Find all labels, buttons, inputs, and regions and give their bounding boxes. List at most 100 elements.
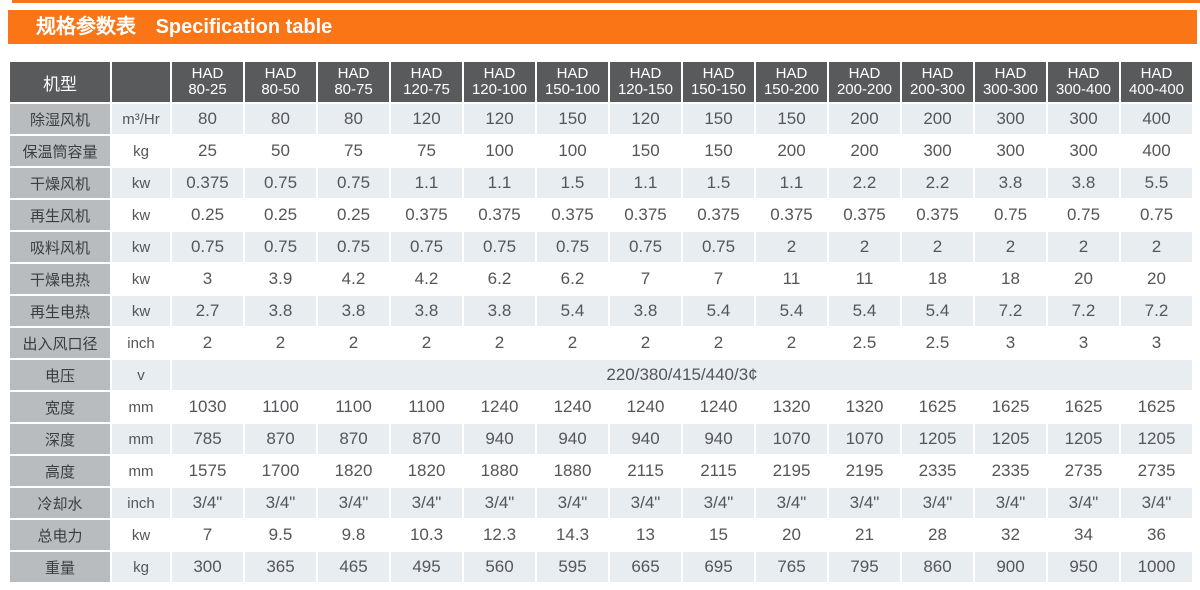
spec-cell: 150: [537, 104, 608, 134]
model-header-200-200: HAD 200-200: [829, 62, 900, 102]
spec-cell: 3/4": [318, 488, 389, 518]
spec-cell: 1625: [975, 392, 1046, 422]
row-label: 电压: [10, 360, 110, 390]
model-header-80-75: HAD 80-75: [318, 62, 389, 102]
table-row: 吸料风机 kw 0.75 0.75 0.75 0.75 0.75 0.75 0.75 0.75 2 2…: [10, 232, 1192, 262]
spec-cell: 1625: [1048, 392, 1119, 422]
spec-cell: 28: [902, 520, 973, 550]
spec-cell: 32: [975, 520, 1046, 550]
row-label: 吸料风机: [10, 232, 110, 262]
spec-cell: 0.75: [610, 232, 681, 262]
spec-cell: 1320: [756, 392, 827, 422]
spec-cell: 3: [1048, 328, 1119, 358]
row-label: 再生风机: [10, 200, 110, 230]
spec-cell: 0.375: [756, 200, 827, 230]
spec-cell: 3/4": [537, 488, 608, 518]
spec-cell: 2.5: [829, 328, 900, 358]
spec-cell: 4.2: [318, 264, 389, 294]
spec-cell: 0.25: [172, 200, 243, 230]
row-unit: mm: [112, 424, 170, 454]
model-size: 300-300: [982, 81, 1039, 98]
spec-cell: 400: [1121, 104, 1192, 134]
spec-cell: 7: [683, 264, 754, 294]
banner: 规格参数表 Specification table: [8, 10, 1197, 44]
model-brand: HAD: [191, 65, 224, 82]
spec-cell: 1880: [537, 456, 608, 486]
spec-cell: 3.8: [610, 296, 681, 326]
spec-cell: 0.75: [537, 232, 608, 262]
model-brand: HAD: [629, 65, 662, 82]
spec-cell: 300: [975, 136, 1046, 166]
spec-cell: 0.25: [245, 200, 316, 230]
spec-cell: 0.375: [902, 200, 973, 230]
spec-cell: 0.375: [537, 200, 608, 230]
spec-cell: 3.8: [318, 296, 389, 326]
spec-cell: 300: [902, 136, 973, 166]
table-row: 重量 kg 300 365 465 495 560 595 665 695 765 795 860 900…: [10, 552, 1192, 582]
row-unit: inch: [112, 488, 170, 518]
spec-cell: 100: [464, 136, 535, 166]
table-row: 干燥电热 kw 3 3.9 4.2 4.2 6.2 6.2 7 7 11 11 18 18 20 20: [10, 264, 1192, 294]
table-row: 高度 mm 1575 1700 1820 1820 1880 1880 2115 2115 2195…: [10, 456, 1192, 486]
model-brand: HAD: [775, 65, 808, 82]
spec-cell: 2: [318, 328, 389, 358]
spec-cell: 0.75: [975, 200, 1046, 230]
spec-cell: 1070: [756, 424, 827, 454]
table-row: 电压 v 220/380/415/440/3¢: [10, 360, 1192, 390]
spec-cell: 3/4": [683, 488, 754, 518]
model-size: 150-150: [690, 81, 747, 98]
table-row: 干燥风机 kw 0.375 0.75 0.75 1.1 1.1 1.5 1.1 1.5 1.1 2.2…: [10, 168, 1192, 198]
spec-cell: 18: [902, 264, 973, 294]
spec-cell: 36: [1121, 520, 1192, 550]
row-unit: m³/Hr: [112, 104, 170, 134]
spec-cell: 0.75: [1048, 200, 1119, 230]
spec-cell: 3.8: [391, 296, 462, 326]
spec-cell: 21: [829, 520, 900, 550]
spec-cell: 1205: [1121, 424, 1192, 454]
unit-column-header: [112, 62, 170, 102]
spec-cell: 2735: [1121, 456, 1192, 486]
spec-cell: 3/4": [610, 488, 681, 518]
spec-cell: 9.8: [318, 520, 389, 550]
model-brand: HAD: [848, 65, 881, 82]
model-brand: HAD: [921, 65, 954, 82]
spec-cell: 2: [1121, 232, 1192, 262]
spec-cell: 7.2: [1048, 296, 1119, 326]
spec-cell: 4.2: [391, 264, 462, 294]
spec-cell: 0.75: [464, 232, 535, 262]
model-brand: HAD: [556, 65, 589, 82]
spec-cell: 595: [537, 552, 608, 582]
spec-cell: 2: [829, 232, 900, 262]
model-size: 120-100: [471, 81, 528, 98]
table-row: 总电力 kw 7 9.5 9.8 10.3 12.3 14.3 13 15 20 21 28 32 34 36: [10, 520, 1192, 550]
model-brand: HAD: [1067, 65, 1100, 82]
spec-cell: 7: [172, 520, 243, 550]
spec-cell: 1205: [902, 424, 973, 454]
spec-cell: 1030: [172, 392, 243, 422]
spec-cell: 3.8: [464, 296, 535, 326]
spec-cell: 2: [902, 232, 973, 262]
spec-cell: 1240: [610, 392, 681, 422]
model-size: 300-400: [1055, 81, 1112, 98]
spec-cell: 3/4": [245, 488, 316, 518]
spec-cell: 0.375: [172, 168, 243, 198]
model-header-120-100: HAD 120-100: [464, 62, 535, 102]
spec-cell: 0.25: [318, 200, 389, 230]
spec-cell: 5.5: [1121, 168, 1192, 198]
spec-cell: 465: [318, 552, 389, 582]
spec-cell: 1.1: [464, 168, 535, 198]
spec-table: 机型 HAD 80-25 HAD 80-50 HAD 80-75 HAD 120-75 HAD 1…: [8, 60, 1194, 584]
model-brand: HAD: [264, 65, 297, 82]
spec-cell: 3/4": [902, 488, 973, 518]
spec-cell: 0.375: [464, 200, 535, 230]
spec-cell: 1625: [1121, 392, 1192, 422]
row-label: 宽度: [10, 392, 110, 422]
spec-cell: 1625: [902, 392, 973, 422]
model-brand: HAD: [410, 65, 443, 82]
row-unit: kw: [112, 520, 170, 550]
spec-cell: 75: [318, 136, 389, 166]
spec-cell: 2115: [683, 456, 754, 486]
spec-cell: 1240: [683, 392, 754, 422]
spec-cell: 1575: [172, 456, 243, 486]
model-brand: HAD: [1140, 65, 1173, 82]
